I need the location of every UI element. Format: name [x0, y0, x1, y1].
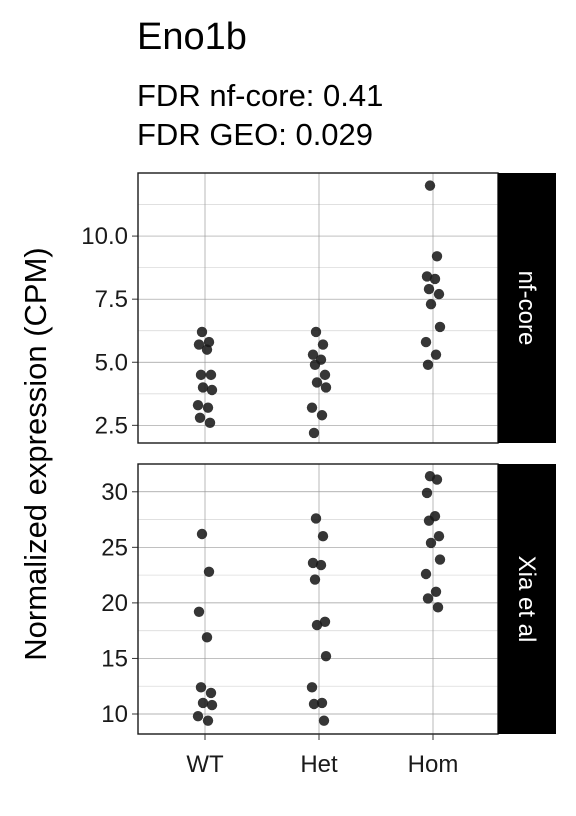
data-point: [316, 410, 328, 421]
facet-strip: [498, 464, 556, 734]
y-axis-label: Normalized expression (CPM): [18, 247, 53, 660]
data-point: [194, 412, 206, 423]
facet-strip-label: Xia et al: [513, 556, 540, 643]
data-point: [201, 344, 213, 355]
y-tick-label: 10.0: [81, 223, 128, 250]
y-tick-label: 2.5: [95, 412, 128, 439]
data-point: [430, 586, 442, 597]
y-tick-label: 20: [101, 590, 128, 617]
data-point: [432, 602, 444, 613]
data-point: [318, 715, 330, 726]
chart-subtitle-fdr-geo: FDR GEO: 0.029: [137, 117, 374, 152]
y-tick-label: 5.0: [95, 349, 128, 376]
data-point: [203, 566, 215, 577]
panel-border: [137, 463, 499, 735]
y-tick-label: 15: [101, 645, 128, 672]
data-point: [431, 251, 443, 262]
facet-strip-label: nf-core: [513, 271, 540, 346]
y-tick-label: 25: [101, 534, 128, 561]
data-point: [424, 180, 436, 191]
data-point: [197, 697, 209, 709]
data-point: [320, 651, 332, 662]
data-point: [433, 531, 445, 542]
data-point: [434, 554, 446, 565]
chart-subtitle-fdr-nfcore: FDR nf-core: 0.41: [137, 78, 384, 113]
data-point: [309, 574, 321, 585]
data-point: [196, 528, 208, 540]
data-point: [425, 537, 437, 549]
data-point: [306, 402, 318, 413]
data-point: [319, 369, 331, 381]
data-point: [431, 474, 443, 485]
data-point: [422, 593, 434, 604]
data-point: [317, 339, 329, 350]
data-point: [421, 487, 433, 499]
data-point: [196, 326, 208, 338]
data-point: [206, 384, 218, 396]
data-point: [201, 632, 213, 643]
y-tick-label: 7.5: [95, 286, 128, 313]
data-point: [192, 399, 204, 411]
data-point: [420, 568, 432, 580]
x-tick-label: Hom: [408, 751, 459, 778]
data-point: [421, 271, 433, 282]
data-point: [195, 682, 207, 693]
data-point: [423, 283, 435, 295]
data-point: [192, 711, 204, 722]
data-point: [206, 699, 218, 711]
x-tick-label: WT: [186, 751, 224, 778]
data-point: [429, 273, 441, 285]
data-point: [316, 697, 328, 709]
data-point: [205, 687, 217, 699]
data-point: [434, 321, 446, 333]
data-point: [317, 531, 329, 542]
data-point: [204, 417, 216, 429]
data-point: [422, 359, 434, 370]
data-point: [423, 515, 435, 526]
panel-border: [137, 172, 499, 444]
data-point: [307, 349, 319, 360]
data-point: [430, 349, 442, 360]
data-point: [425, 299, 437, 310]
data-point: [311, 619, 323, 631]
data-point: [308, 698, 320, 710]
facet-strip: [498, 173, 556, 443]
data-point: [420, 336, 432, 348]
data-point: [310, 326, 322, 338]
data-point: [306, 682, 318, 693]
data-point: [319, 616, 331, 627]
data-point: [205, 369, 217, 381]
data-point: [311, 377, 323, 388]
data-point: [315, 559, 327, 571]
y-tick-label: 10: [101, 701, 128, 728]
data-point: [202, 402, 214, 413]
data-point: [193, 606, 205, 617]
y-tick-label: 30: [101, 479, 128, 506]
data-point: [202, 715, 214, 726]
data-point: [193, 339, 205, 350]
data-point: [309, 359, 321, 370]
data-point: [310, 513, 322, 524]
x-tick-label: Het: [300, 751, 338, 778]
data-point: [197, 382, 209, 393]
data-point: [307, 557, 319, 569]
chart-title: Eno1b: [137, 16, 247, 58]
data-point: [308, 427, 320, 439]
data-point: [433, 288, 445, 300]
data-point: [195, 369, 207, 381]
data-point: [320, 382, 332, 393]
